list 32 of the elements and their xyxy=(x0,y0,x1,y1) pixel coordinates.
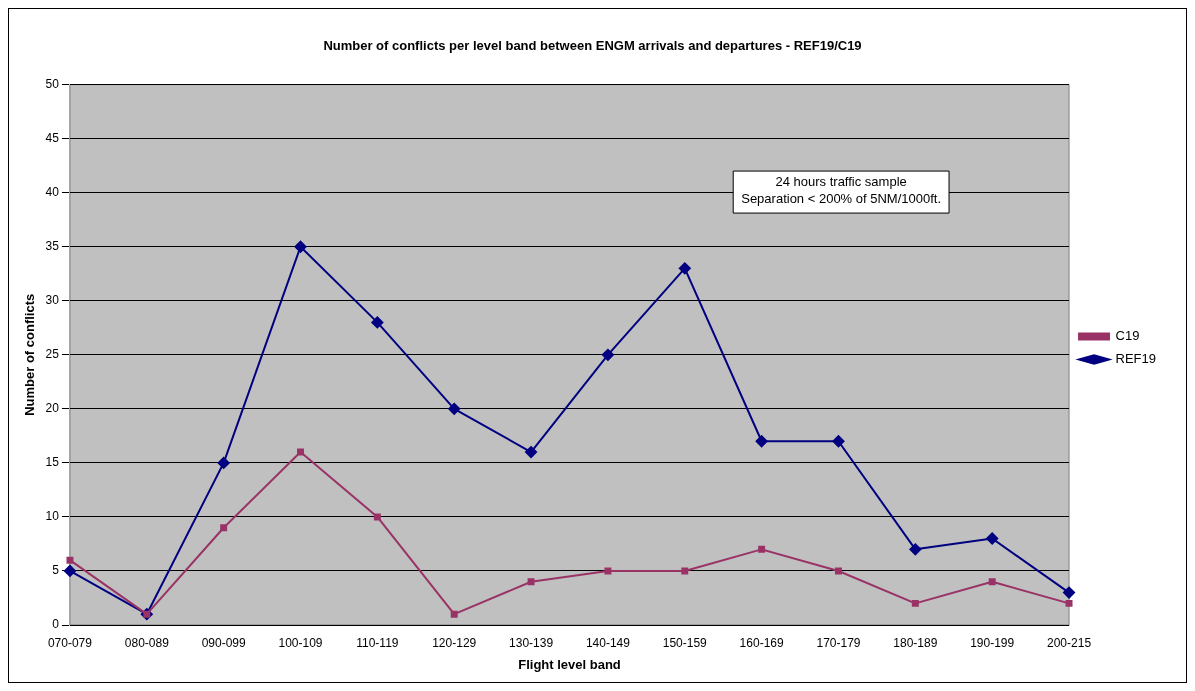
y-tick-label: 15 xyxy=(45,455,60,470)
x-tick-label: 200-215 xyxy=(1047,635,1092,650)
legend-label: C19 xyxy=(1115,328,1140,344)
legend-label: REF19 xyxy=(1115,351,1157,367)
x-tick-label: 070-079 xyxy=(47,635,93,650)
y-tick-label: 10 xyxy=(45,509,60,524)
x-tick-label: 130-139 xyxy=(509,635,554,650)
y-tick-label: 40 xyxy=(45,184,60,199)
annotation: Separation < 200% of 5NM/1000ft. xyxy=(741,191,942,207)
annotation: 24 hours traffic sample xyxy=(775,174,907,190)
x-tick-label: 190-199 xyxy=(970,635,1015,650)
y-tick-label: 25 xyxy=(45,347,60,362)
y-tick-label: 50 xyxy=(45,76,60,91)
x-tick-label: 180-189 xyxy=(893,635,938,650)
y-tick-label: 45 xyxy=(45,130,60,145)
x-tick-label: 100-109 xyxy=(278,635,323,650)
x-tick-label: 140-149 xyxy=(585,635,631,650)
x-tick-label: 090-099 xyxy=(201,635,246,650)
x-tick-label: 120-129 xyxy=(432,635,477,650)
x-tick-label: 110-119 xyxy=(356,635,399,650)
x-axis-title: Flight level band xyxy=(518,656,621,672)
x-tick-label: 150-159 xyxy=(662,635,708,650)
y-tick-label: 0 xyxy=(52,617,60,632)
x-tick-label: 080-089 xyxy=(124,635,170,650)
y-tick-label: 35 xyxy=(45,239,60,254)
x-tick-label: 160-169 xyxy=(739,635,784,650)
y-axis-title: Number of conflicts xyxy=(22,293,38,416)
chart-title: Number of conflicts per level band between ENGM arrivals and departures - REF19/C19 xyxy=(323,38,862,54)
y-tick-label: 5 xyxy=(52,563,60,578)
y-tick-label: 20 xyxy=(45,401,60,416)
x-tick-label: 170-179 xyxy=(816,635,861,650)
y-tick-label: 30 xyxy=(45,293,60,308)
